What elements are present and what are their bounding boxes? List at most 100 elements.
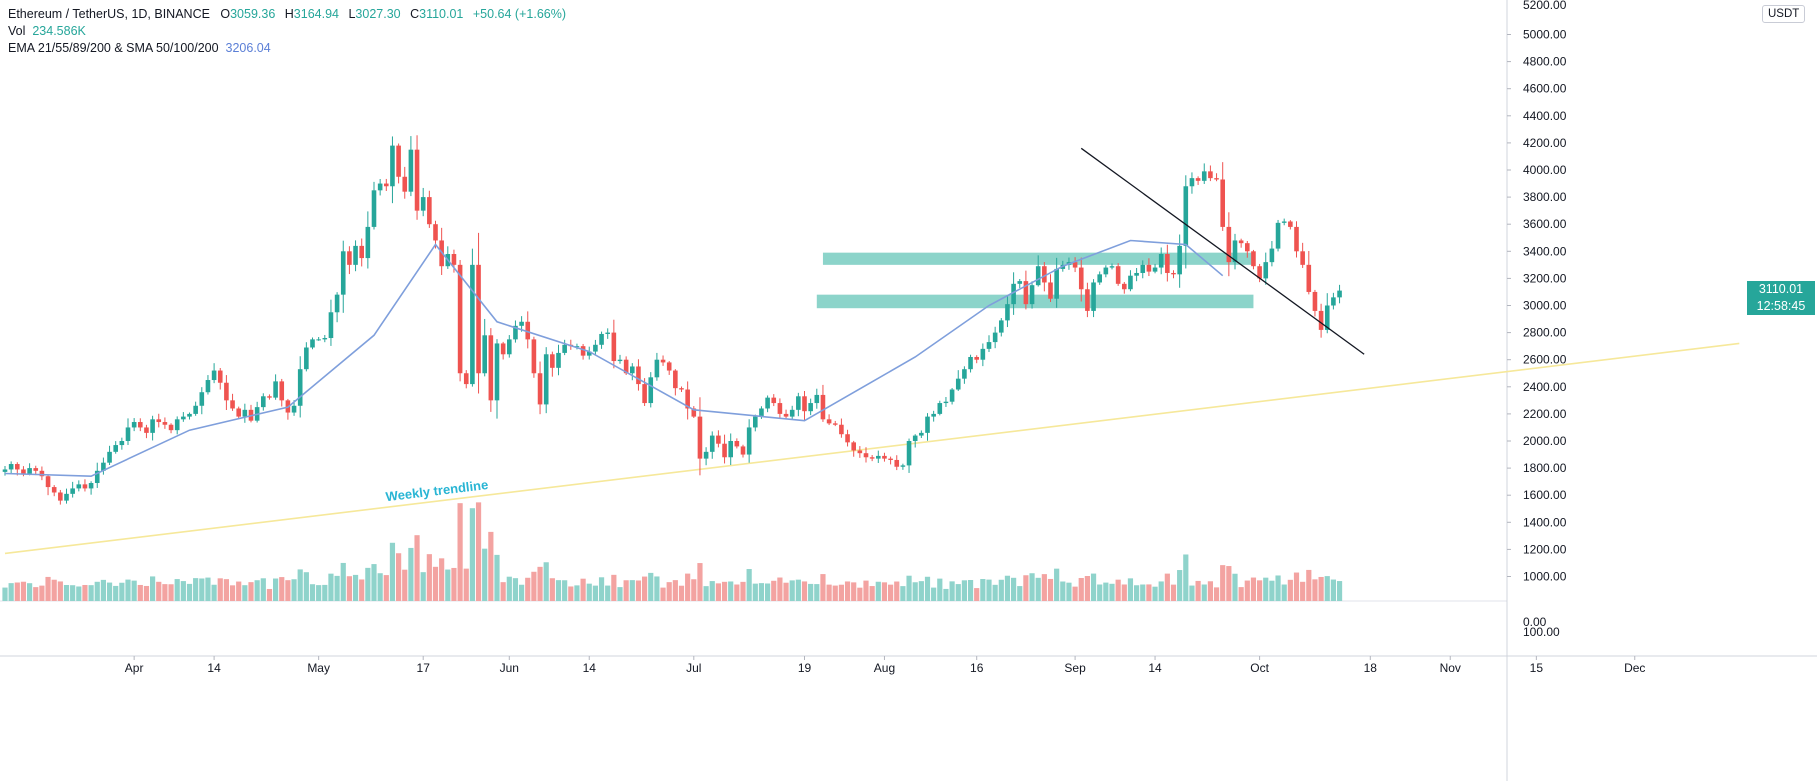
volume-bar — [1318, 576, 1324, 601]
volume-bar — [961, 580, 967, 601]
currency-badge[interactable]: USDT — [1762, 5, 1806, 23]
volume-bar — [137, 584, 143, 601]
volume-bar — [168, 584, 174, 601]
candle-body — [322, 338, 328, 340]
volume-bar — [512, 578, 519, 601]
volume-bar — [752, 583, 758, 601]
candle-body — [1005, 304, 1010, 321]
price-candles — [2, 135, 1342, 505]
candle-body — [857, 450, 863, 454]
candle-body — [986, 342, 992, 349]
volume-bar — [875, 581, 881, 601]
volume-bar — [1004, 575, 1011, 601]
candle-body — [193, 405, 198, 414]
volume-bar — [703, 586, 709, 601]
candle-body — [654, 359, 660, 378]
price-tick-label: 2600.00 — [1523, 353, 1567, 367]
ema-label[interactable]: EMA 21/55/89/200 & SMA 50/100/200 — [8, 41, 219, 55]
volume-bar — [789, 580, 795, 601]
candle-body — [494, 343, 500, 401]
candle-body — [980, 348, 986, 360]
volume-label[interactable]: Vol — [8, 24, 26, 38]
volume-bar — [1103, 582, 1109, 601]
candle-body — [33, 468, 39, 471]
volume-bar — [808, 583, 814, 601]
candle-body — [1134, 272, 1139, 276]
volume-bar — [180, 581, 186, 601]
volume-bar — [377, 573, 383, 601]
candle-body — [531, 339, 537, 374]
descending-resistance-line[interactable] — [1080, 147, 1365, 355]
time-tick-label: Oct — [1250, 661, 1269, 675]
price-tick-label: 2800.00 — [1523, 326, 1567, 340]
volume-bar — [39, 585, 45, 601]
candle-body — [224, 382, 229, 401]
candle-body — [347, 251, 352, 265]
axes[interactable]: 1000.00 1200.00 1400.00 1600.00 1800.00 2000.… — [125, 0, 1646, 675]
candle-body — [1035, 266, 1041, 286]
volume-bar — [635, 580, 642, 601]
volume-bar — [629, 580, 635, 601]
volume-bar — [94, 581, 100, 601]
candle-body — [802, 396, 807, 412]
volume-bar — [1066, 582, 1072, 601]
volume-bar — [814, 584, 820, 601]
candle-body — [876, 455, 881, 459]
candle-body — [1214, 178, 1219, 180]
candle-body — [70, 488, 75, 494]
volume-bar — [949, 581, 955, 601]
volume-bar — [463, 568, 469, 601]
candle-body — [765, 397, 770, 409]
candle-body — [156, 419, 162, 423]
candle-body — [433, 224, 438, 241]
volume-bar — [1275, 575, 1281, 601]
price-tick-label: 5000.00 — [1523, 28, 1567, 42]
candle-body — [605, 332, 610, 334]
volume-bar — [371, 564, 377, 601]
volume-bar — [1263, 577, 1269, 601]
volume-bar — [143, 585, 150, 601]
candle-body — [15, 464, 20, 470]
volume-bar — [617, 587, 623, 601]
time-tick-label: 18 — [1364, 661, 1378, 675]
time-tick-label: Sep — [1064, 661, 1086, 675]
candle-body — [623, 359, 629, 374]
ema-row: EMA 21/55/89/200 & SMA 50/100/200 3206.0… — [8, 40, 572, 57]
close-value: 3110.01 — [419, 7, 464, 21]
volume-bar — [734, 584, 740, 601]
volume-bar — [1090, 573, 1097, 601]
volume-bar — [869, 586, 875, 601]
volume-bar — [1220, 565, 1226, 601]
candle-body — [297, 369, 303, 406]
weekly-trendline[interactable] — [4, 342, 1740, 555]
candle-body — [900, 465, 906, 467]
candle-body — [45, 476, 51, 488]
time-tick-label: 19 — [798, 661, 812, 675]
candle-body — [832, 423, 838, 425]
volume-bar — [285, 580, 291, 601]
candle-body — [1195, 178, 1201, 181]
candle-body — [746, 427, 752, 455]
candle-body — [1054, 268, 1059, 299]
candle-body — [660, 359, 666, 363]
candle-body — [1115, 266, 1121, 284]
candle-body — [919, 432, 924, 436]
volume-bar — [506, 576, 512, 601]
volume-bar — [980, 579, 986, 601]
volume-bar — [1072, 586, 1078, 601]
ema-polyline — [4, 239, 1224, 478]
candle-body — [1294, 226, 1299, 252]
candle-body — [771, 397, 777, 404]
volume-row: Vol 234.586K — [8, 23, 572, 40]
symbol-title[interactable]: Ethereum / TetherUS, 1D, BINANCE — [8, 7, 210, 21]
candle-body — [1128, 275, 1133, 290]
price-tick-label: 3200.00 — [1523, 271, 1567, 285]
time-tick-label: 14 — [1148, 661, 1162, 675]
candle-body — [1023, 281, 1029, 305]
volume-bar — [1023, 575, 1029, 601]
volume-bar — [475, 502, 482, 601]
volume-bar — [1164, 573, 1170, 601]
price-tick-label: 4400.00 — [1523, 109, 1567, 123]
